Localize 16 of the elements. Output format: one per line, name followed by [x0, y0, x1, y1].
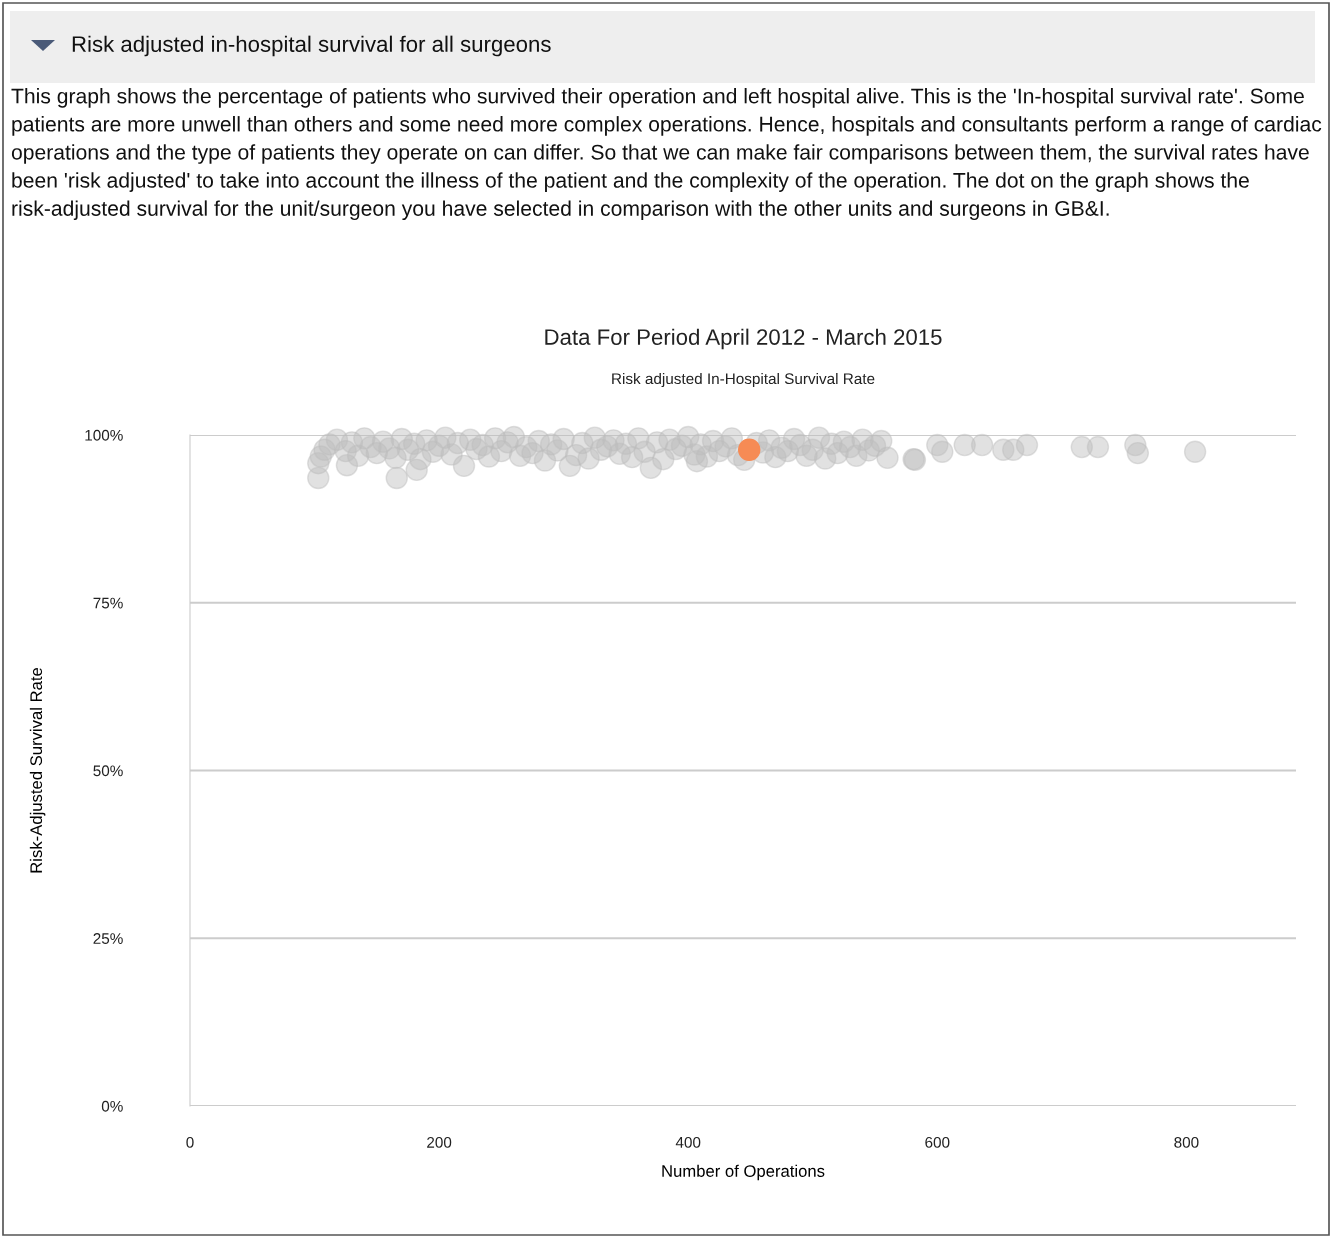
y-tick-label: 0% [101, 1100, 123, 1112]
x-tick-label: 800 [1174, 1136, 1199, 1148]
x-tick-label: 400 [675, 1136, 701, 1148]
x-axis-title: Number of Operations [662, 1164, 825, 1181]
y-tick-label: 50% [93, 765, 123, 777]
x-tick-label: 200 [427, 1136, 452, 1148]
y-tick-label: 100% [85, 429, 123, 441]
chart-subtitle: Risk adjusted In-Hospital Survival Rate [612, 372, 875, 388]
x-tick-label: 0 [186, 1136, 194, 1148]
chart-title: Data For Period April 2012 - March 2015 [545, 328, 942, 350]
y-axis-title: Risk-Adjusted Survival Rate [29, 667, 46, 873]
y-tick-label: 25% [93, 933, 123, 944]
text: This graph shows the percentage of patients who survived their operation and left hospital alive. This is the 'In-hospital survival rate'. Some patients are more unwell than others and some need more complex operations. Hence, hospitals and consultants perform a range of cardiac operations and the type of patients they operate on can differ. So that we can make fair comparisons between them, the survival rates have been 'risk adjusted' to take into account the illness of the patient and the complexity of the operation. The dot on the graph shows the risk-adjusted survival for the unit/surgeon you have selected in comparison with the other units and surgeons in GB&I. [11, 88, 1322, 221]
x-tick-label: 600 [925, 1136, 950, 1148]
y-tick-label: 75% [93, 597, 123, 609]
text: Risk adjusted in-hospital survival for all surgeons [72, 35, 551, 57]
